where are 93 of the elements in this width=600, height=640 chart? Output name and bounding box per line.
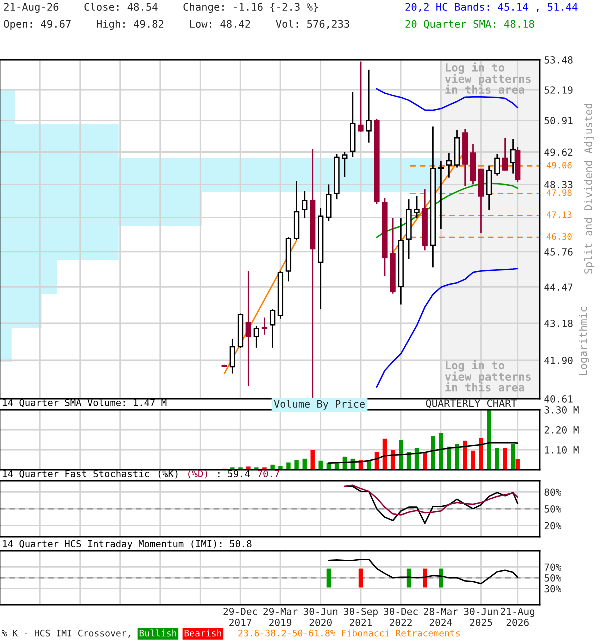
text: 20,2 HC Bands: 45.14 , 51.44 [406,3,578,12]
candlestick [230,338,236,374]
y-tick-label: 80% [544,488,562,496]
text: Bullish [140,630,176,637]
y-tick-label: 49.62 [544,148,573,156]
annotation: Log in to view patterns in this area [445,360,531,392]
bar [431,436,436,470]
chart-title: 14 Quarter HCS Intraday Momentum (IMI): 50.8 [3,540,252,550]
candlestick [326,184,332,222]
bar [246,466,251,470]
x-tick-label: 30-Dec 2022 [384,608,418,626]
y-tick-label: 3.30 M [544,406,579,414]
bar [278,466,283,470]
x-tick-label: 29-Mar 2019 [264,608,298,626]
x-tick-label: 21-Aug 2026 [501,608,535,626]
legend-title: % K - HCS IMI Crossover, [2,630,130,638]
bar [487,410,492,470]
text: Volume By Price [274,400,365,410]
x-tick-label: 30-Sep 2021 [344,608,378,626]
y-tick-label: 1.10 M [545,446,579,454]
candlestick [254,325,260,349]
x-tick-label: 29-Dec 2017 [224,608,258,626]
candlestick [486,165,492,212]
y-tick-label: 40.61 [544,396,573,403]
x-tick-label: 30-Jun 2020 [304,608,338,626]
bar [286,462,291,470]
chart-subtitle: Open: 49.67 High: 49.82 Low: 48.42 Vol: 576,233 [4,20,350,30]
bar [423,453,428,470]
bar [516,459,520,470]
bar [511,444,516,470]
bar [471,450,476,470]
ref-line-label: 47.13 [546,212,572,218]
candlestick [502,138,508,172]
ref-line-label: 49.06 [546,162,572,169]
text: Logarithmic [579,307,590,376]
line-series [328,442,519,464]
line-series [344,484,519,516]
y-tick-label: 30% [544,585,562,593]
chart-title: 14 Quarter SMA Volume: 1.47 M [3,399,167,408]
candlestick [358,61,364,133]
chart-title: 14 Quarter Fast Stochastic [3,470,150,479]
text: (%K) [158,470,178,479]
bar [294,460,299,470]
ref-line-label: 46.30 [546,234,572,240]
y-tick-label: 53.48 [544,56,573,64]
y-tick-label: 20% [544,522,562,530]
y-tick-label: 52.19 [544,86,573,94]
candlestick [446,152,452,179]
candlestick [494,154,500,176]
text: 70.7 [258,470,280,478]
bar [463,440,468,470]
bar [455,444,460,470]
text: QUARTERLY CHART [426,400,518,409]
y-tick-label: 50% [544,506,562,513]
y-axis-title: Split and Dividend Adjusted [584,104,595,274]
y-tick-label: 48.33 [544,181,573,189]
candlestick [366,69,372,144]
y-tick-label: 70% [544,564,562,572]
line-series [344,486,519,524]
bar [270,464,275,470]
bar [495,448,500,470]
y-tick-label: 43.18 [544,320,573,328]
x-tick-label: 30-Jun 2025 [464,608,498,626]
text: : 59.4 [218,470,250,478]
bar [503,448,508,470]
y-tick-label: 45.76 [544,248,573,256]
y-tick-label: 2.20 M [544,426,579,434]
chart-title: 21-Aug-26 Close: 48.54 Change: -1.16 {-2.3 %} [4,3,318,14]
candlestick [302,190,308,219]
candlestick [342,152,348,178]
bar [302,458,307,470]
candlestick [246,270,252,387]
bar [318,460,323,470]
text: (%D) [188,470,208,479]
ref-line-label: 47.98 [546,190,572,196]
y-tick-label: 41.90 [544,356,573,364]
candlestick [414,196,420,219]
text: 20 Quarter SMA: 48.18 [406,20,534,30]
bar [479,438,484,470]
candlestick [262,317,268,336]
bar [310,450,315,470]
candlestick [270,308,276,349]
x-tick-label: 28-Mar 2024 [424,608,458,626]
line-series [328,558,519,585]
candlestick [438,160,444,230]
bar [439,433,444,470]
y-tick-label: 50.91 [544,117,573,125]
band-label: Log in to view patterns in this area [445,62,531,94]
bar [447,446,452,470]
text: 23.6-38.2-50-61.8% Fibonacci Retracements [238,630,460,637]
y-tick-label: 44.47 [544,284,573,291]
text: Bearish [184,630,222,637]
y-tick-label: 50% [544,574,562,582]
